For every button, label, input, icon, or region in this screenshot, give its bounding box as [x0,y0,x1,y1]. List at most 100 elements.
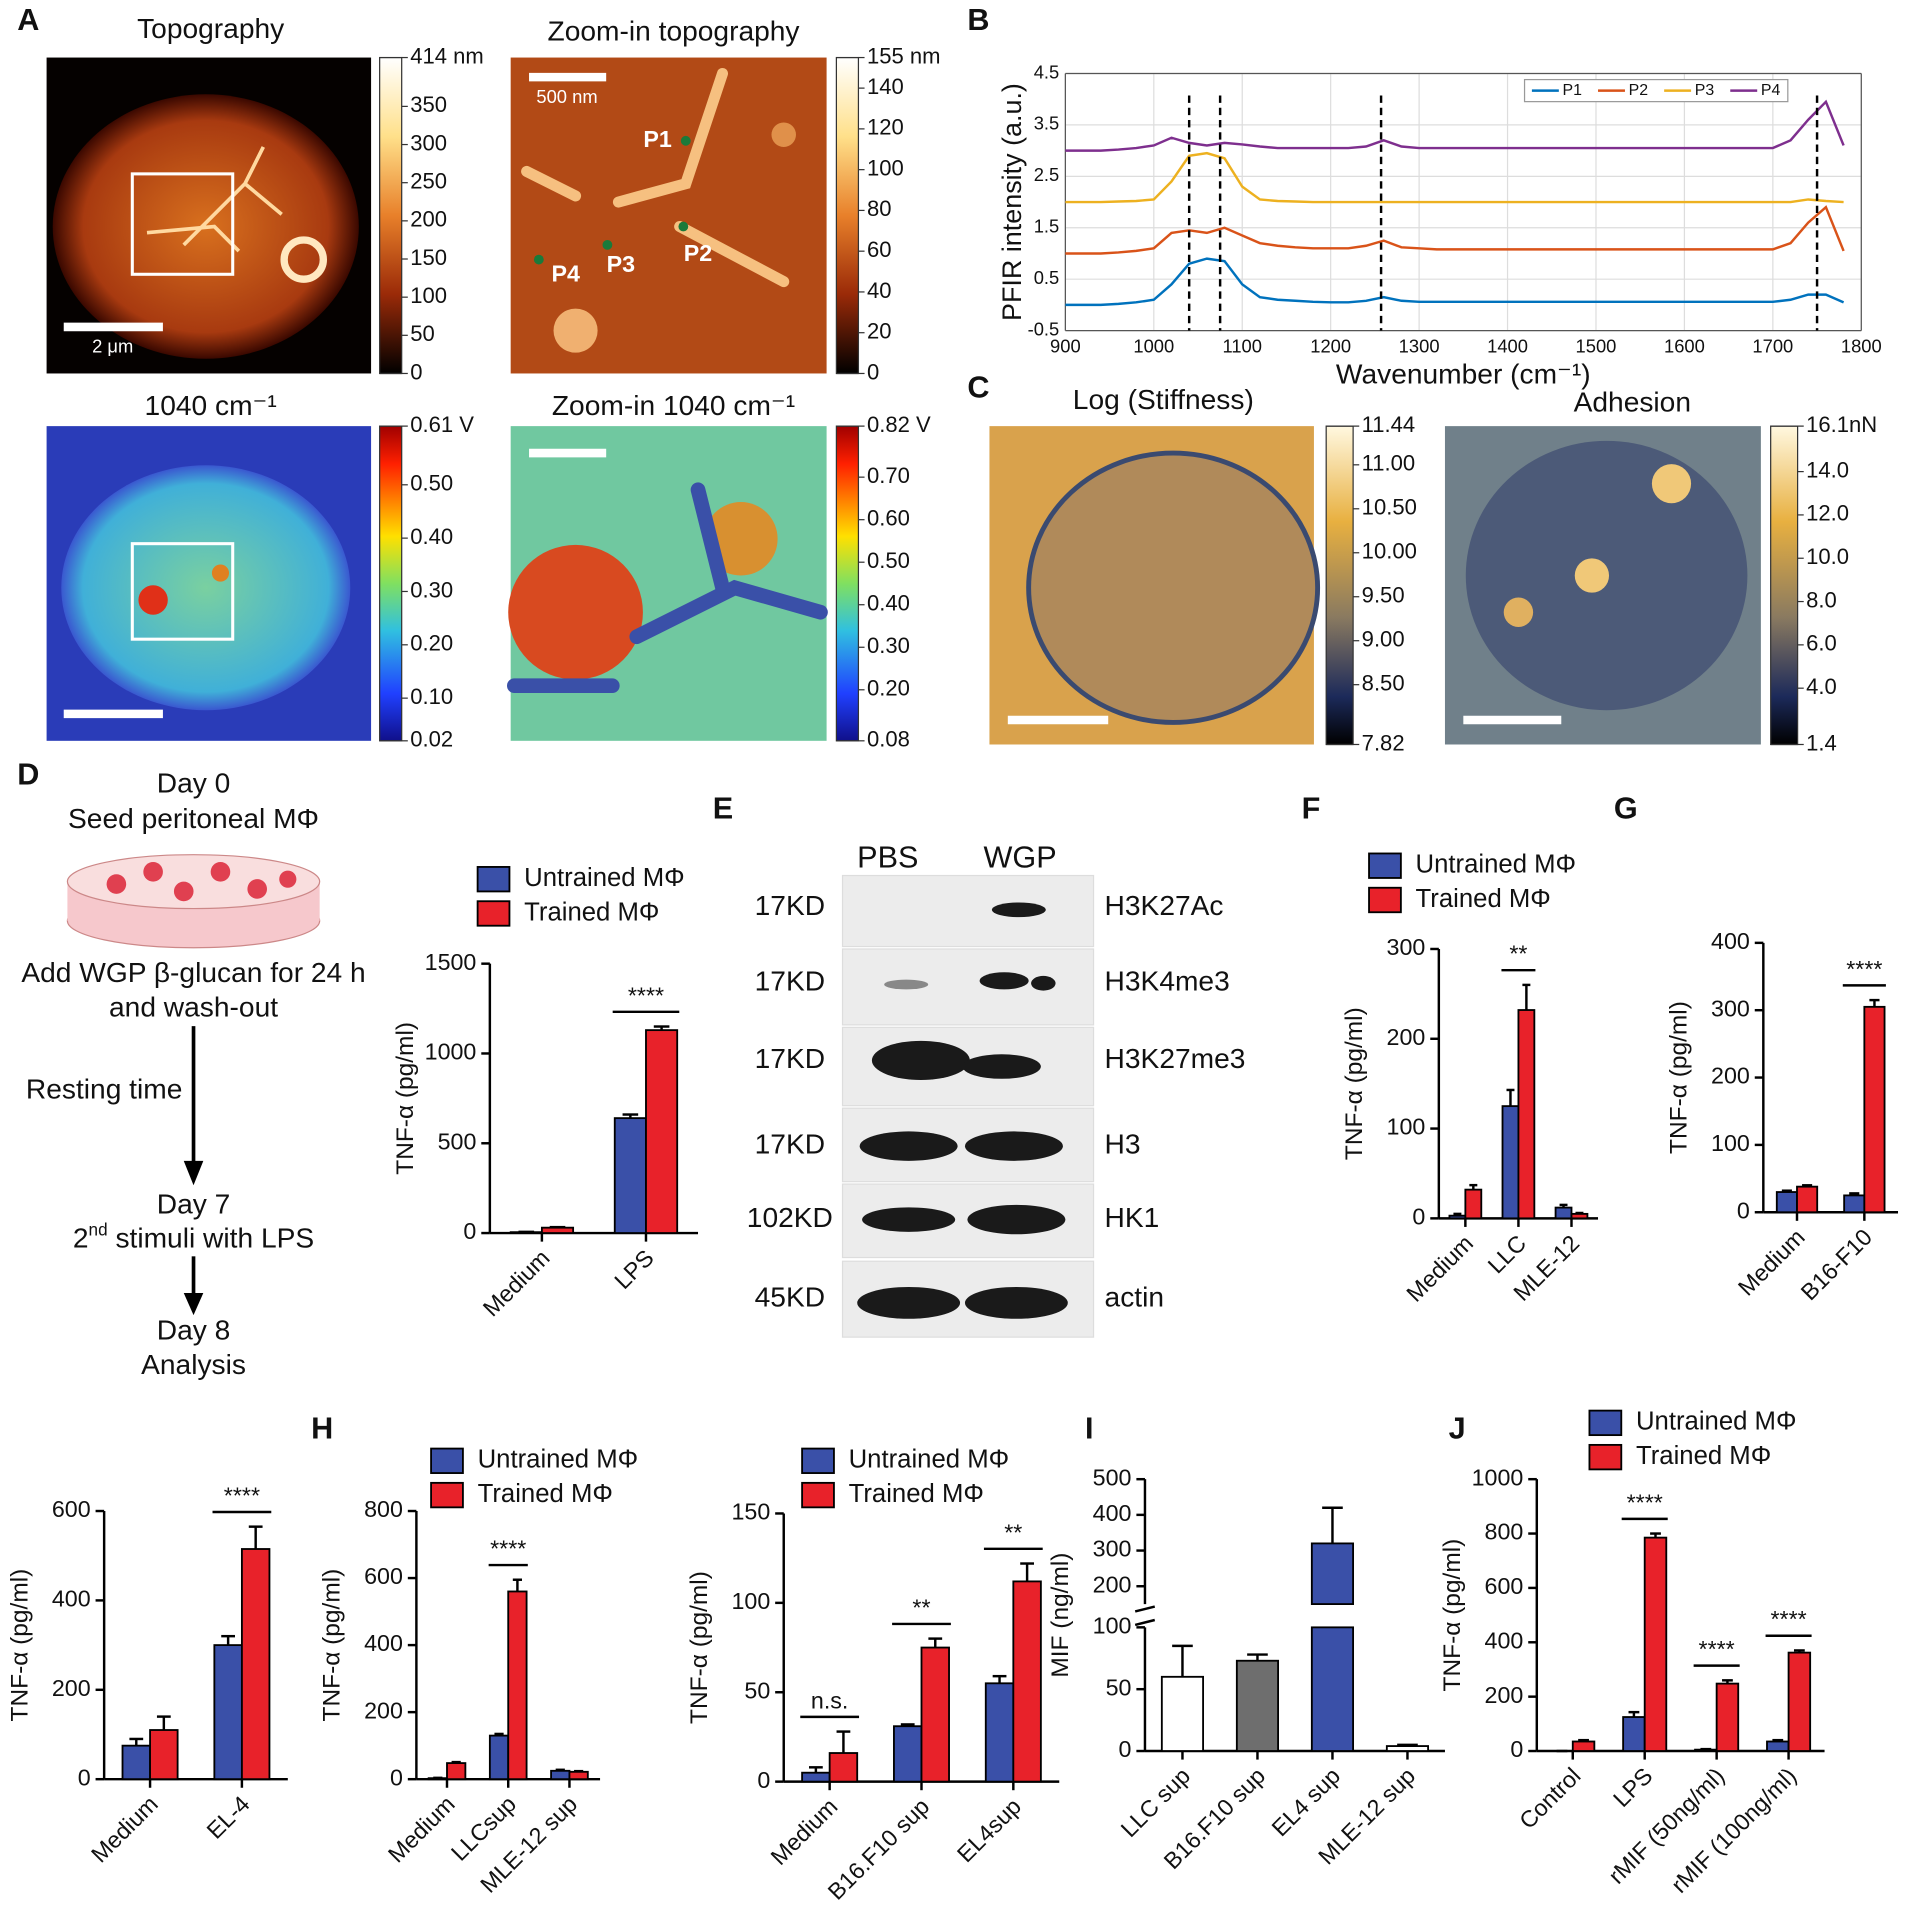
colorbar-label: 200 [410,207,447,232]
colorbar-label: 9.00 [1362,627,1405,652]
map-title: Adhesion [1574,387,1691,418]
legend-label: P3 [1695,82,1715,99]
y-tick-label: 500 [438,1128,477,1154]
legend-swatch [801,1481,835,1509]
y-axis-label: TNF-α (pg/ml) [319,1569,346,1722]
x-tick-label: Medium [383,1791,460,1868]
significance-label: **** [1627,1489,1663,1515]
step: Day 0 [157,767,231,798]
blob [553,308,598,353]
bar [1570,1212,1589,1220]
blob [1574,558,1610,593]
y-tick-label: 4.5 [1034,61,1060,82]
bar [1235,1659,1280,1752]
significance-label: **** [224,1482,260,1508]
y-tick-label: 150 [731,1499,770,1525]
colorbar [835,425,860,742]
panel-label: B [967,3,989,37]
panel-label: J [1449,1411,1466,1445]
legend-label: Untrained MΦ [1636,1408,1797,1436]
bar [213,1644,243,1781]
blot-size: 17KD [755,1129,825,1160]
y-tick-label: 200 [1711,1063,1750,1089]
bar [568,1770,589,1781]
bar [1796,1185,1819,1214]
bar [149,1729,179,1781]
colorbar-label: 0 [867,359,879,384]
point-label: P4 [552,261,581,287]
bar [1310,1542,1355,1606]
filament [146,146,283,253]
bar [984,1682,1015,1783]
map-images [46,57,1761,745]
legend-swatch [476,866,511,893]
y-axis-label: TNF-α (pg/ml) [392,1022,419,1175]
hotspot [211,564,230,582]
legend-swatch [1368,852,1402,879]
colorbar-label: 11.00 [1362,451,1416,476]
bar [1501,1105,1520,1220]
bar [1622,1716,1646,1752]
blot-label: H3K27Ac [1105,890,1224,921]
colorbar [379,56,403,375]
y-tick-label: 300 [1711,995,1750,1021]
colorbar-label: 0.20 [410,631,453,656]
y-tick-label: 400 [52,1586,91,1612]
point-marker [678,221,689,232]
y-axis-label: MIF (ng/ml) [1047,1553,1074,1678]
map-title: 1040 cm⁻¹ [145,390,277,421]
blot-size: 17KD [755,1043,825,1074]
bar [488,1734,510,1781]
y-tick-label: 50 [1106,1674,1132,1700]
colorbar [835,56,860,375]
panel-label: G [1614,792,1638,826]
panel-label: F [1302,792,1321,826]
x-axis-label: Wavenumber (cm⁻¹) [1336,358,1591,389]
colorbar-label: 10.50 [1362,495,1417,520]
scale-bar-label: 2 μm [92,336,133,357]
feature [280,236,327,283]
y-tick-label: 1000 [1472,1464,1524,1490]
y-tick-label: 3.5 [1034,113,1060,134]
x-tick-label: 1500 [1576,336,1617,357]
cell [1026,450,1321,725]
y-tick-label: 200 [1387,1024,1426,1050]
colorbar-label: 10.00 [1362,539,1417,564]
legend-swatch [1588,1443,1623,1471]
y-tick-label: 200 [1485,1682,1524,1708]
y-tick-label: 600 [364,1563,403,1589]
colorbar-label: 0.02 [410,727,453,752]
colorbar [379,425,403,742]
colorbar-label: 414 nm [410,43,483,68]
y-tick-label: 800 [364,1496,403,1522]
bar [1448,1214,1467,1220]
y-tick-label: 400 [1093,1500,1132,1526]
legend-swatch [430,1447,464,1474]
step: Day 7 [157,1189,231,1220]
panel-label: H [311,1411,333,1445]
step: Resting time [26,1073,182,1104]
colorbar-label: 140 [867,74,904,99]
cell [61,465,351,711]
bar [920,1646,950,1783]
colorbar-label: 0.82 V [867,412,931,437]
y-tick-label: 1500 [425,949,477,975]
significance-label: **** [490,1535,526,1561]
blot-strips [841,874,1095,1338]
y-tick-label: 300 [1093,1536,1132,1562]
colorbar-label: 8.0 [1806,587,1837,612]
legend-label: Trained MΦ [1636,1442,1771,1470]
step: and wash-out [109,991,278,1022]
colorbar-label: 7.82 [1362,730,1405,755]
bar [507,1590,528,1781]
colorbar-label: 0.20 [867,676,910,701]
bar [446,1762,467,1781]
point-label: P2 [684,240,712,266]
y-axis-label: TNF-α (pg/ml) [1439,1539,1466,1692]
colorbar-label: 0.61 V [410,412,474,437]
colorbar-label: 100 [410,283,447,308]
bar [1766,1740,1790,1752]
colorbar-label: 100 [867,155,904,180]
y-tick-label: 600 [1485,1573,1524,1599]
